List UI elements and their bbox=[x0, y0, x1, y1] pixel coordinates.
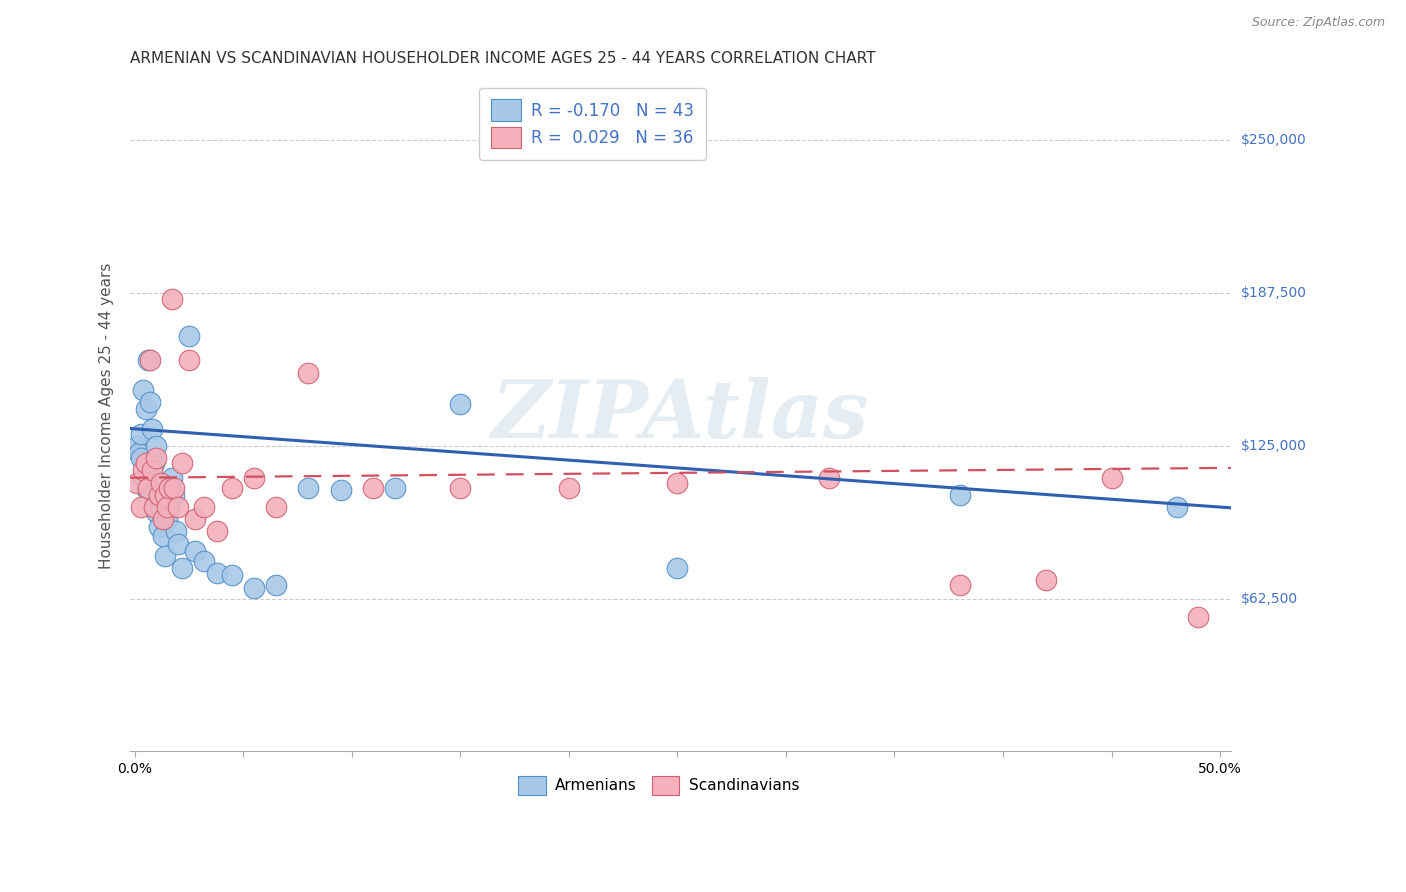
Point bbox=[297, 366, 319, 380]
Point bbox=[156, 500, 179, 514]
Point bbox=[148, 481, 170, 495]
Point bbox=[135, 481, 157, 495]
Point bbox=[449, 397, 471, 411]
Text: Source: ZipAtlas.com: Source: ZipAtlas.com bbox=[1251, 16, 1385, 29]
Point bbox=[135, 402, 157, 417]
Point bbox=[143, 488, 166, 502]
Point bbox=[160, 293, 183, 307]
Text: $125,000: $125,000 bbox=[1240, 439, 1306, 453]
Point bbox=[167, 500, 190, 514]
Point bbox=[948, 578, 970, 592]
Text: $250,000: $250,000 bbox=[1240, 134, 1306, 147]
Point bbox=[145, 439, 167, 453]
Text: ZIPAtlas: ZIPAtlas bbox=[492, 376, 869, 454]
Point bbox=[136, 481, 159, 495]
Point bbox=[141, 422, 163, 436]
Point bbox=[818, 471, 841, 485]
Point bbox=[558, 481, 581, 495]
Point bbox=[1187, 610, 1209, 624]
Point bbox=[143, 456, 166, 470]
Point bbox=[184, 544, 207, 558]
Point bbox=[205, 524, 228, 539]
Point bbox=[139, 463, 162, 477]
Point bbox=[143, 500, 166, 514]
Point bbox=[1101, 471, 1123, 485]
Point bbox=[264, 578, 287, 592]
Point bbox=[129, 426, 152, 441]
Point bbox=[148, 488, 170, 502]
Legend: Armenians, Scandinavians: Armenians, Scandinavians bbox=[509, 766, 808, 805]
Point bbox=[156, 512, 179, 526]
Point bbox=[141, 463, 163, 477]
Point bbox=[153, 488, 176, 502]
Point bbox=[149, 500, 172, 514]
Point bbox=[128, 446, 150, 460]
Point bbox=[363, 481, 385, 495]
Point bbox=[157, 481, 180, 495]
Point bbox=[132, 463, 155, 477]
Point bbox=[177, 353, 200, 368]
Point bbox=[129, 451, 152, 466]
Point bbox=[221, 568, 243, 582]
Text: $62,500: $62,500 bbox=[1240, 591, 1298, 606]
Point bbox=[135, 456, 157, 470]
Point bbox=[152, 529, 174, 543]
Point bbox=[148, 519, 170, 533]
Point bbox=[243, 581, 266, 595]
Point bbox=[141, 475, 163, 490]
Point bbox=[163, 481, 186, 495]
Text: $187,500: $187,500 bbox=[1240, 286, 1306, 301]
Point bbox=[132, 383, 155, 397]
Point bbox=[329, 483, 352, 497]
Point bbox=[666, 475, 689, 490]
Point bbox=[184, 512, 207, 526]
Point bbox=[384, 481, 406, 495]
Point bbox=[205, 566, 228, 580]
Point bbox=[157, 500, 180, 514]
Point bbox=[449, 481, 471, 495]
Point bbox=[172, 561, 194, 575]
Point bbox=[948, 488, 970, 502]
Point bbox=[297, 481, 319, 495]
Text: ARMENIAN VS SCANDINAVIAN HOUSEHOLDER INCOME AGES 25 - 44 YEARS CORRELATION CHART: ARMENIAN VS SCANDINAVIAN HOUSEHOLDER INC… bbox=[131, 51, 876, 66]
Point bbox=[129, 500, 152, 514]
Point bbox=[177, 329, 200, 343]
Point bbox=[1166, 500, 1188, 514]
Point bbox=[243, 471, 266, 485]
Point bbox=[264, 500, 287, 514]
Point bbox=[152, 512, 174, 526]
Point bbox=[193, 500, 215, 514]
Point bbox=[139, 353, 162, 368]
Point bbox=[221, 481, 243, 495]
Point bbox=[193, 554, 215, 568]
Point bbox=[163, 488, 186, 502]
Point bbox=[165, 524, 187, 539]
Point bbox=[132, 471, 155, 485]
Point bbox=[145, 451, 167, 466]
Point bbox=[1035, 574, 1057, 588]
Point bbox=[167, 537, 190, 551]
Point bbox=[125, 439, 148, 453]
Point bbox=[172, 456, 194, 470]
Y-axis label: Householder Income Ages 25 - 44 years: Householder Income Ages 25 - 44 years bbox=[100, 262, 114, 568]
Point bbox=[139, 395, 162, 409]
Point bbox=[160, 471, 183, 485]
Point bbox=[666, 561, 689, 575]
Point bbox=[125, 475, 148, 490]
Point bbox=[136, 353, 159, 368]
Point bbox=[145, 505, 167, 519]
Point bbox=[149, 475, 172, 490]
Point bbox=[153, 549, 176, 563]
